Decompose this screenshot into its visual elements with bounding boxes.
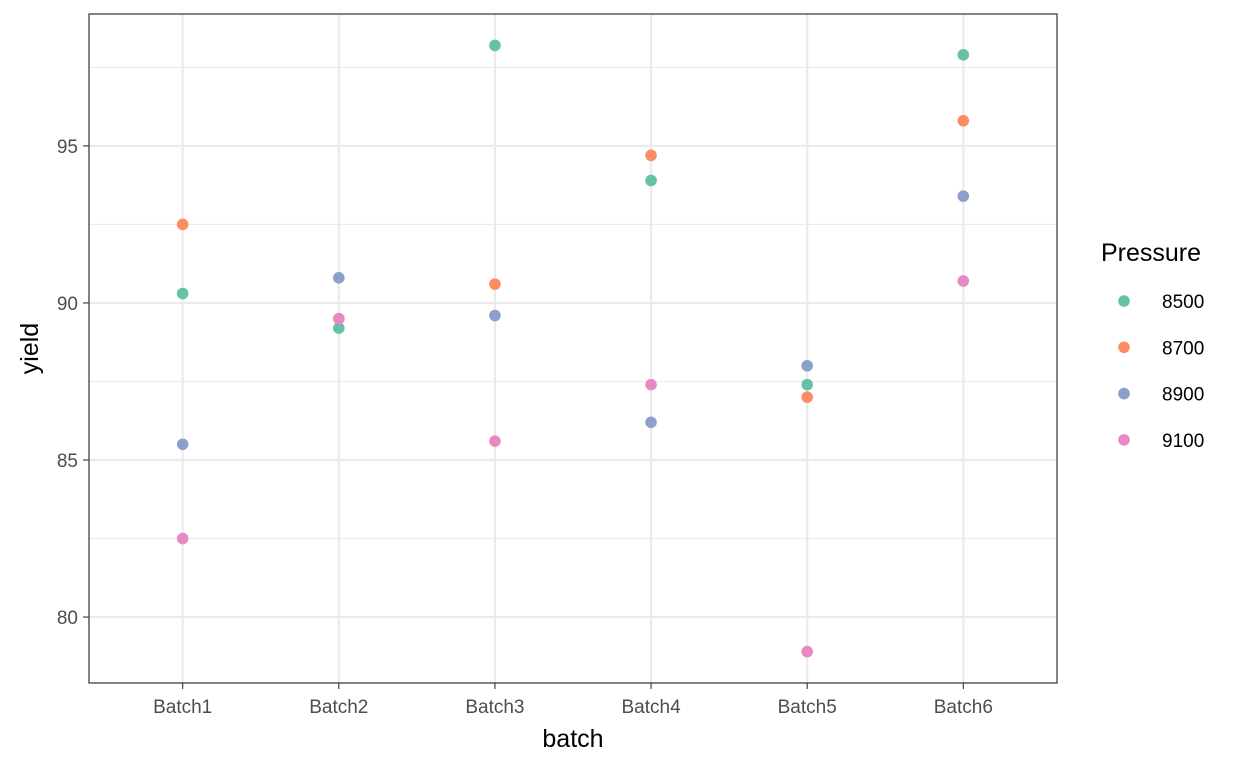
legend-key-8500 [1118, 295, 1130, 307]
data-points [176, 39, 970, 658]
panel-border [88, 13, 1058, 684]
data-point-8900 [176, 438, 189, 451]
data-point-9100 [333, 312, 345, 325]
data-point-9100 [801, 645, 813, 658]
y-tick-label: 80 [57, 608, 78, 629]
legend-key-8700 [1118, 341, 1130, 354]
data-point-8500 [176, 287, 189, 300]
data-point-8500 [333, 322, 345, 334]
x-tick-label: Batch3 [465, 697, 524, 718]
data-point-8900 [957, 190, 970, 202]
panel-background [89, 14, 1057, 683]
x-tick-label: Batch2 [309, 697, 368, 718]
data-point-8500 [801, 378, 813, 391]
y-tick-label: 85 [57, 451, 78, 472]
legend-label-9100: 9100 [1162, 431, 1204, 452]
data-point-8900 [489, 309, 501, 322]
data-point-9100 [957, 275, 970, 287]
legend-key-8900 [1118, 387, 1130, 400]
data-point-8500 [957, 49, 970, 61]
data-point-8900 [645, 416, 657, 429]
axis-ticks [83, 145, 964, 689]
legend-label-8500: 8500 [1162, 292, 1204, 313]
major-grid [89, 14, 1057, 683]
x-tick-label: Batch5 [778, 697, 837, 718]
x-tick-label: Batch1 [153, 697, 212, 718]
data-point-8700 [801, 391, 813, 403]
minor-grid [89, 66, 1057, 540]
legend-title: Pressure [1101, 239, 1201, 267]
data-point-8500 [645, 174, 657, 187]
legend-label-8700: 8700 [1162, 338, 1204, 359]
legend-label-8900: 8900 [1162, 385, 1204, 406]
data-point-9100 [176, 532, 189, 545]
y-tick-label: 90 [57, 294, 78, 315]
legend-key-9100 [1118, 434, 1130, 446]
x-axis-title: batch [542, 725, 603, 753]
x-tick-label: Batch4 [621, 697, 681, 718]
data-point-8700 [645, 149, 657, 162]
axis-tick-labels: 80 85 90 95 Batch1 Batch2 Batch3 Batch4 Batch5 Ba… [57, 137, 993, 718]
data-point-8900 [801, 359, 813, 372]
y-axis-title: yield [16, 323, 44, 374]
data-point-8700 [489, 278, 501, 290]
x-tick-label: Batch6 [934, 697, 993, 718]
data-point-9100 [645, 378, 657, 391]
data-point-8500 [489, 39, 501, 52]
legend: Pressure 8500 8700 8900 9100 [1101, 239, 1204, 452]
data-point-8700 [176, 218, 189, 231]
y-tick-label: 95 [57, 137, 78, 158]
data-point-8900 [333, 272, 345, 284]
data-point-8700 [957, 114, 970, 127]
data-point-9100 [489, 435, 501, 447]
